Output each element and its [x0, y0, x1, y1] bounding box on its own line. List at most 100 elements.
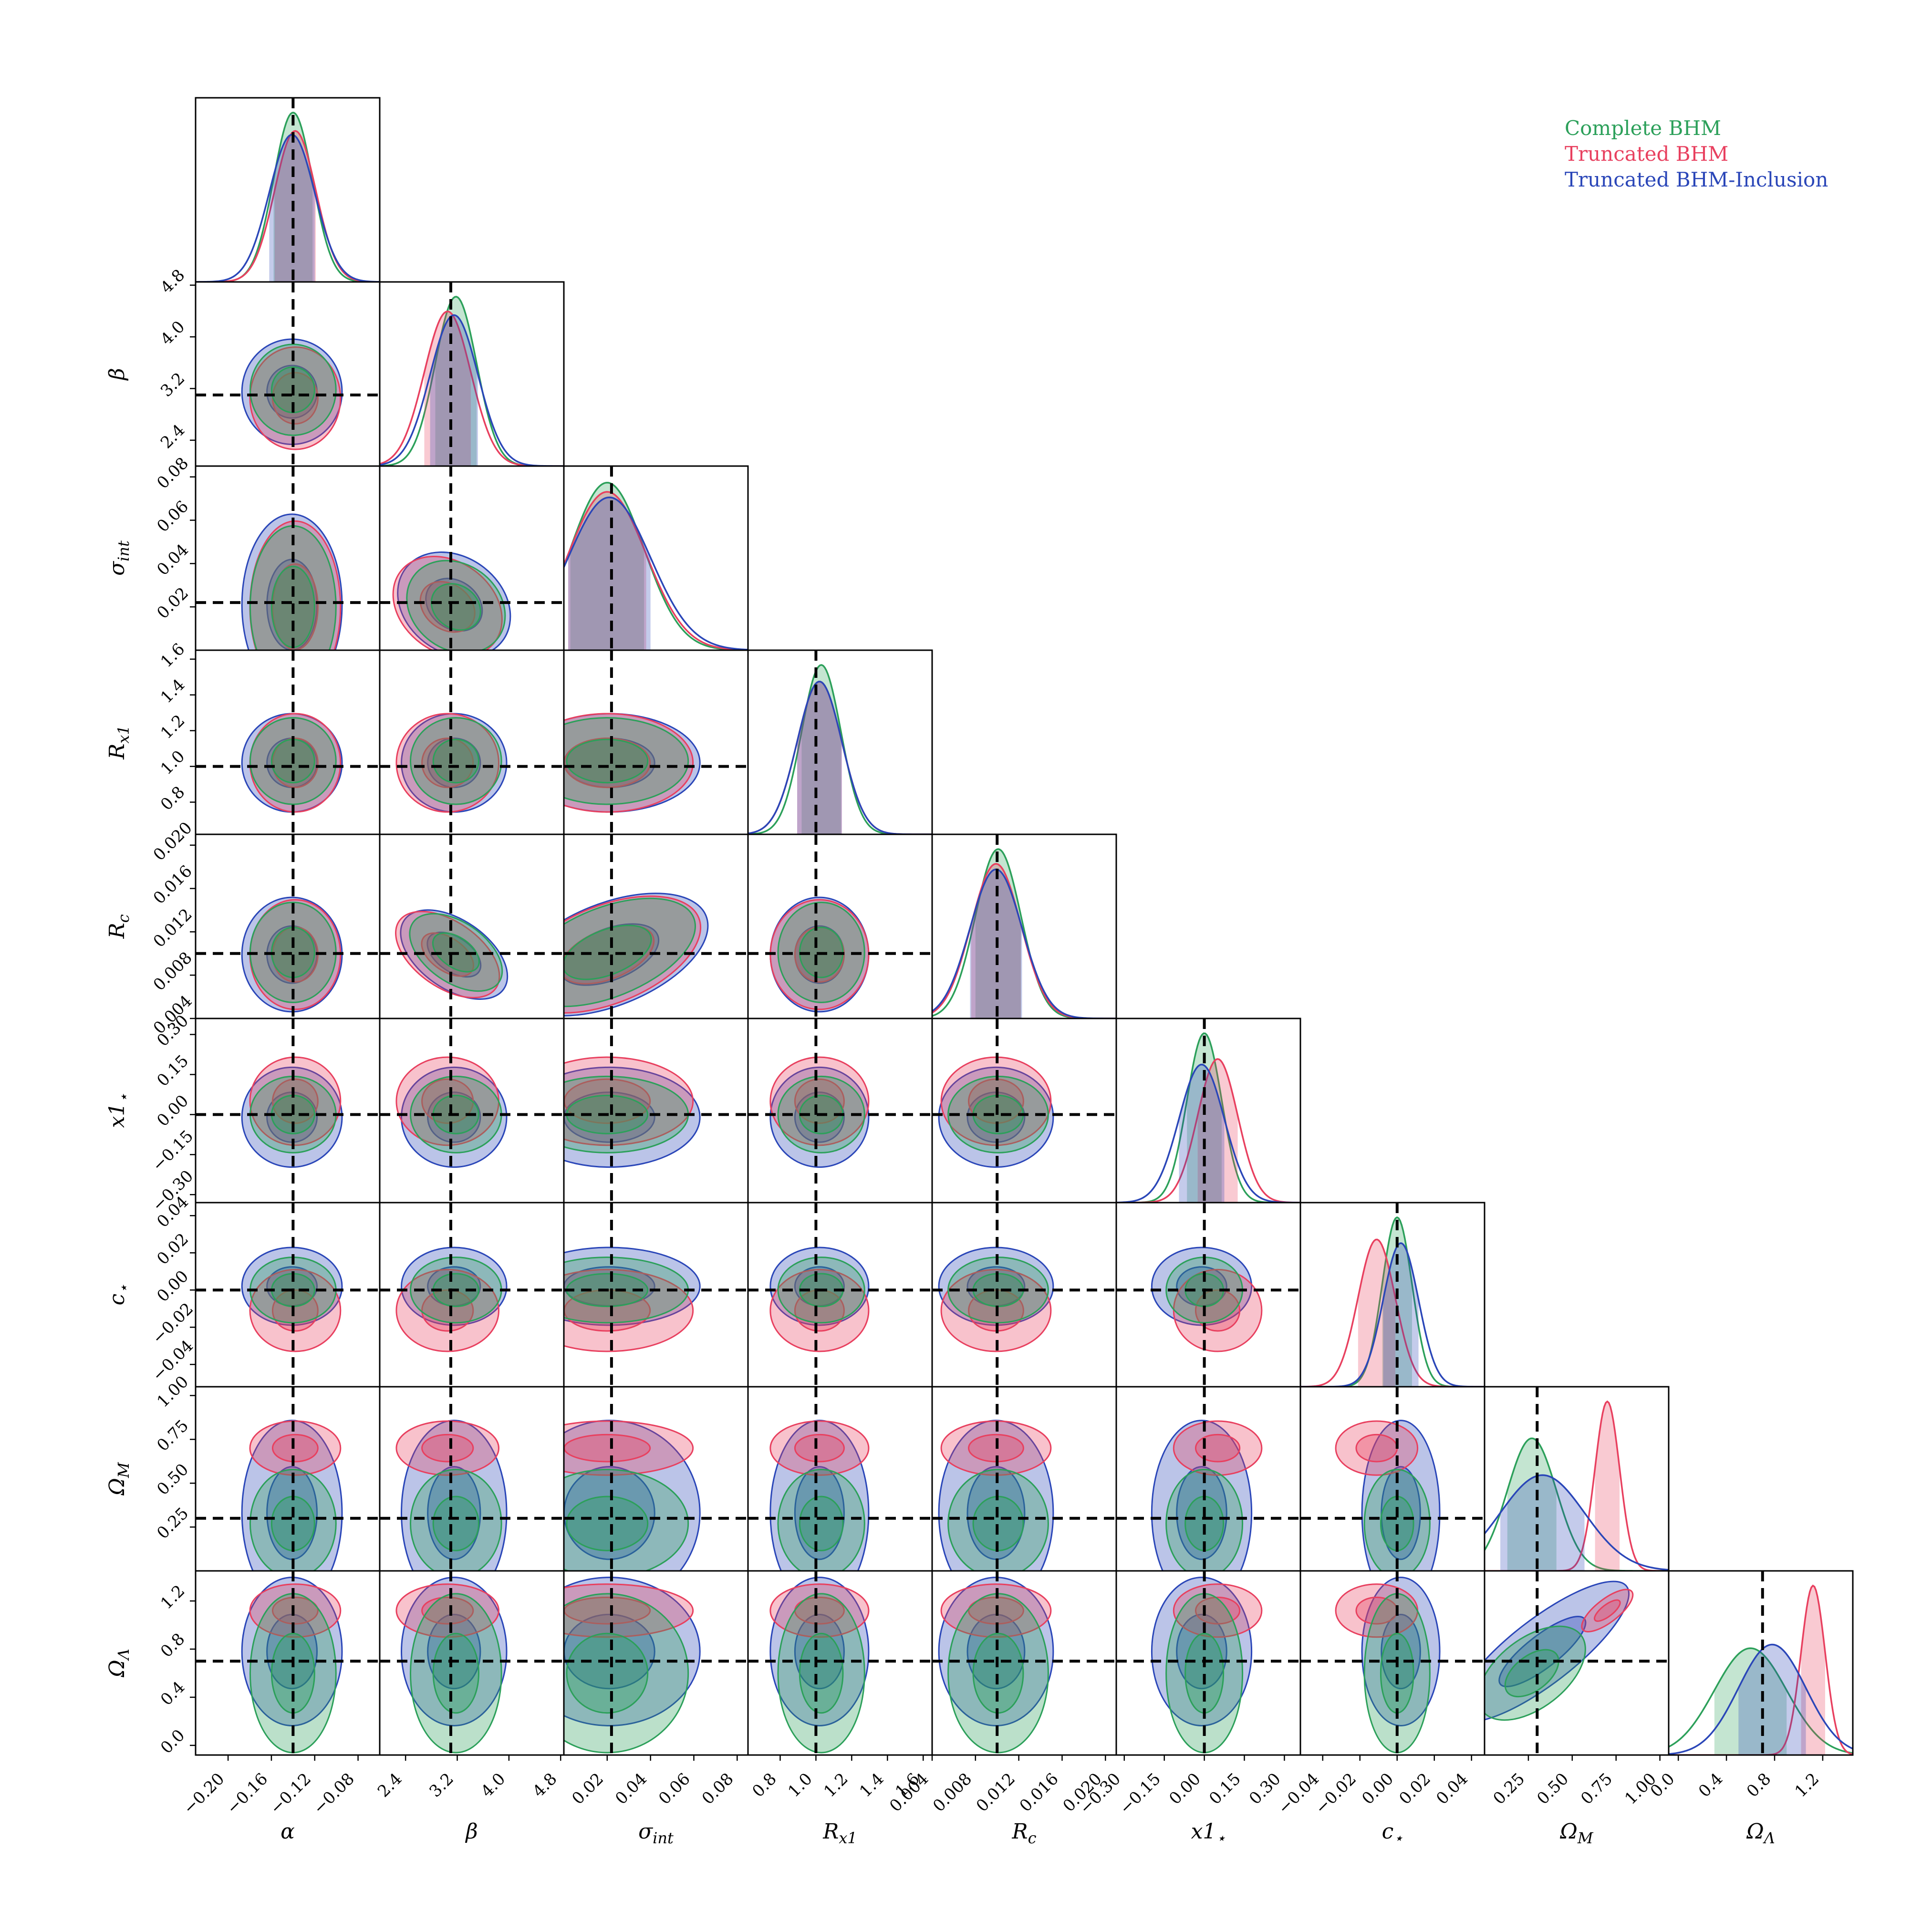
contour-outer-0 [564, 1469, 689, 1571]
y-tick-label-omega-m: 0.75 [153, 1416, 192, 1455]
marginal-curve-2 [1116, 1063, 1300, 1203]
panel-x1-star-vs-r-c [931, 1018, 1117, 1204]
contour-inner-1 [421, 1597, 474, 1625]
marginal-band-1 [568, 492, 646, 650]
x-tick-label-c-star: 0.02 [1395, 1769, 1434, 1808]
marginal-band-0 [1187, 1033, 1222, 1203]
panel-x1-star-vs-r-x1 [747, 1018, 933, 1204]
y-axis-label-sub: ⋆ [114, 1284, 133, 1294]
y-tick-label-r-c: 0.012 [150, 905, 196, 951]
contour-outer-2 [241, 1066, 343, 1168]
contour-outer-2 [564, 1066, 701, 1168]
contour-inner-1 [564, 1433, 651, 1463]
panel-content [1116, 1203, 1300, 1387]
contour-outer-0 [1165, 1469, 1244, 1571]
panel-content [380, 650, 564, 834]
panel-omega-m-vs-c-star [1299, 1386, 1485, 1572]
panel-c-star-vs-alpha: −0.04−0.020.000.020.04c⋆ [105, 1193, 381, 1388]
contour-inner-1 [1195, 1433, 1241, 1463]
y-axis-label-sub: M [114, 1462, 133, 1478]
x-tick-label-omega-m: 0.75 [1577, 1769, 1616, 1808]
x-tick-label-alpha: −0.08 [310, 1769, 358, 1818]
panel-r-c-vs-sigma-int [563, 833, 749, 1019]
x-tick-label-sigma-int: 0.08 [698, 1769, 737, 1808]
panel-c-star-vs-beta [379, 1202, 565, 1388]
panel-c-star-vs-x1-star [1115, 1202, 1301, 1388]
x-tick-label-r-x1: 0.8 [748, 1769, 780, 1801]
contour-outer-1 [395, 1420, 499, 1476]
panel-content [196, 98, 380, 282]
contour-outer-1 [249, 346, 342, 450]
x-tick-label-beta: 4.0 [478, 1769, 509, 1801]
y-axis-label-sub: ⋆ [114, 1093, 133, 1103]
panel-r-x1-vs-alpha: 0.8 1.0 1.2 1.41.6 Rx1 [105, 640, 381, 835]
contour-outer-2 [769, 1066, 870, 1168]
y-axis-label-c-star: c⋆ [105, 1284, 133, 1306]
y-tick-label-beta: 4.8 [157, 266, 189, 298]
contour-inner-0 [799, 1496, 844, 1551]
panel-omega-lambda-vs-omega-lambda: 0.0 0.4 0.8 1.2 ΩΛ [1647, 1570, 1854, 1847]
y-axis-label-sub: c [114, 914, 133, 923]
x-axis-label-x1-star: x1⋆ [1191, 1819, 1226, 1847]
x-tick-label-r-c: 0.012 [973, 1769, 1019, 1816]
contour-inner-2 [1381, 1613, 1421, 1690]
y-axis-label-sigma-int: σint [105, 540, 133, 576]
panel-c-star-vs-c-star [1299, 1202, 1485, 1388]
panel-content [748, 1571, 932, 1755]
contour-inner-1 [794, 1433, 845, 1463]
x-tick-label-sigma-int: 0.04 [612, 1769, 651, 1808]
y-axis-label-beta: β [105, 368, 129, 381]
panel-alpha-vs-alpha [195, 97, 381, 283]
y-tick-label-omega-m: 0.25 [153, 1504, 192, 1543]
x-tick-label-omega-lambda: 0.0 [1647, 1769, 1679, 1801]
panel-c-star-vs-sigma-int [563, 1202, 749, 1388]
contour-inner-1 [271, 1433, 319, 1463]
contour-outer-0 [564, 717, 689, 805]
contour-outer-2 [401, 1577, 508, 1726]
panel-content [564, 1018, 748, 1203]
x-tick-label-c-star: −0.02 [1311, 1769, 1360, 1818]
panel-content [1485, 1387, 1669, 1571]
contour-outer-1 [1581, 1589, 1634, 1632]
marginal-curve-2 [932, 868, 1116, 1018]
contour-outer-1 [769, 1420, 870, 1476]
contour-inner-1 [421, 737, 474, 789]
y-axis-label-sub: x1 [114, 725, 133, 743]
y-tick-label-c-star: 0.02 [153, 1230, 192, 1269]
x-tick-label-r-c: 0.008 [929, 1769, 976, 1816]
marginal-band-2 [797, 681, 842, 834]
contour-inner-2 [794, 1466, 845, 1560]
contour-outer-0 [1485, 1625, 1586, 1721]
panel-sigma-int-vs-beta [379, 465, 565, 651]
legend-entry-truncated-bhm-inclusion: Truncated BHM-Inclusion [1565, 168, 1828, 191]
y-tick-label-r-c: 0.020 [150, 818, 196, 864]
panel-omega-m-vs-beta [379, 1386, 565, 1572]
panel-r-c-vs-r-c [931, 833, 1117, 1019]
panel-x1-star-vs-x1-star [1115, 1018, 1301, 1204]
contour-inner-0 [566, 738, 649, 784]
marginal-band-2 [430, 315, 478, 466]
legend-entry-truncated-bhm: Truncated BHM [1565, 142, 1728, 166]
contour-inner-2 [425, 578, 483, 632]
contour-outer-0 [564, 1593, 689, 1754]
contour-inner-1 [271, 1597, 319, 1625]
marginal-curve-2 [1669, 1643, 1853, 1755]
y-tick-label-sigma-int: 0.02 [153, 583, 192, 623]
y-axis-label-x1-star: x1⋆ [105, 1093, 133, 1128]
marginal-band-1 [1595, 1401, 1620, 1571]
marginal-band-0 [975, 849, 1021, 1018]
panel-content [196, 282, 380, 466]
panel-content [1300, 1571, 1485, 1755]
contour-outer-1 [1173, 1583, 1263, 1638]
x-axis-label-sub: c [1028, 1829, 1037, 1847]
contour-inner-0 [432, 738, 479, 784]
y-axis-label-omega-lambda: ΩΛ [105, 1649, 133, 1678]
x-tick-label-alpha: −0.16 [223, 1769, 271, 1818]
panel-content [1116, 1018, 1300, 1203]
y-tick-label-beta: 4.0 [157, 317, 189, 349]
y-tick-label-r-x1: 1.6 [157, 640, 189, 672]
contour-inner-1 [1594, 1599, 1621, 1622]
x-tick-label-beta: 3.2 [426, 1769, 457, 1801]
panel-content [932, 1571, 1116, 1755]
panel-r-c-vs-beta [379, 833, 565, 1019]
